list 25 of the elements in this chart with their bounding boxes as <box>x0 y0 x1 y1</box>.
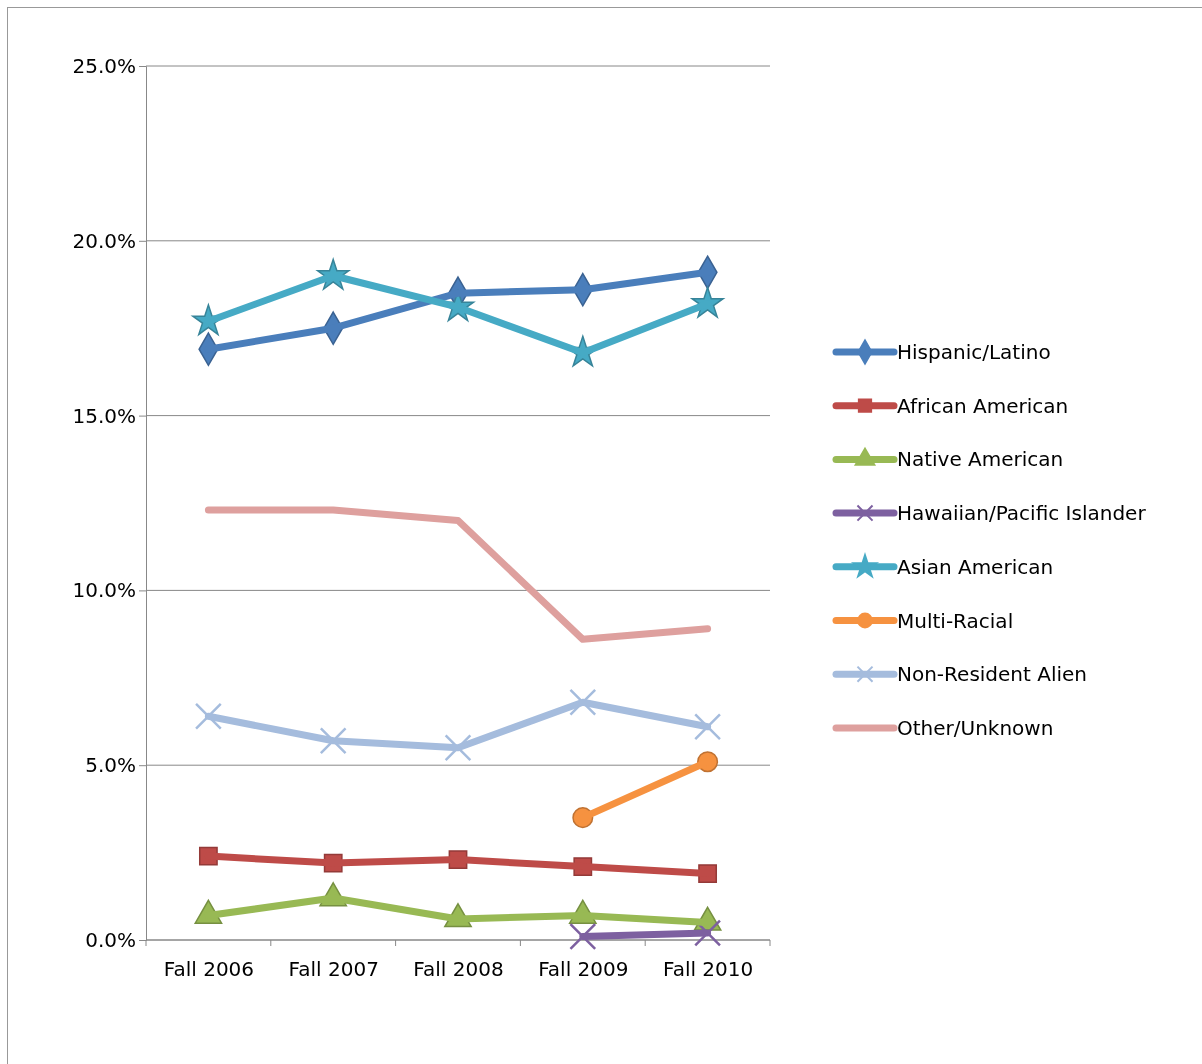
x-tick-label: Fall 2008 <box>413 957 504 982</box>
y-tick-label: 10.0% <box>72 578 136 603</box>
legend-label: Hawaiian/Pacific Islander <box>897 501 1147 526</box>
point <box>569 922 597 951</box>
legend-label: Non-Resident Alien <box>897 662 1088 687</box>
x-tick-label: Fall 2010 <box>662 957 754 982</box>
legend-label: Other/Unknown <box>897 715 1054 740</box>
x-tick-label: Fall 2009 <box>538 957 629 982</box>
legend-label: Multi-Racial <box>897 608 1014 633</box>
x-tick-label: Fall 2006 <box>163 957 255 982</box>
point <box>319 727 347 755</box>
point <box>569 688 597 716</box>
y-tick-label: 0.0% <box>85 927 136 952</box>
point <box>194 702 222 730</box>
legend-label: African American <box>897 393 1069 418</box>
y-tick-label: 25.0% <box>72 53 136 78</box>
y-tick-label: 15.0% <box>72 403 136 428</box>
point <box>444 734 472 762</box>
legend-label: Native American <box>897 447 1064 472</box>
legend-label: Asian American <box>897 554 1054 579</box>
point <box>694 713 722 741</box>
y-tick-label: 5.0% <box>85 753 136 778</box>
legend-label: Hispanic/Latino <box>897 340 1051 364</box>
x-tick-label: Fall 2007 <box>288 957 379 982</box>
y-tick-label: 20.0% <box>72 228 136 253</box>
